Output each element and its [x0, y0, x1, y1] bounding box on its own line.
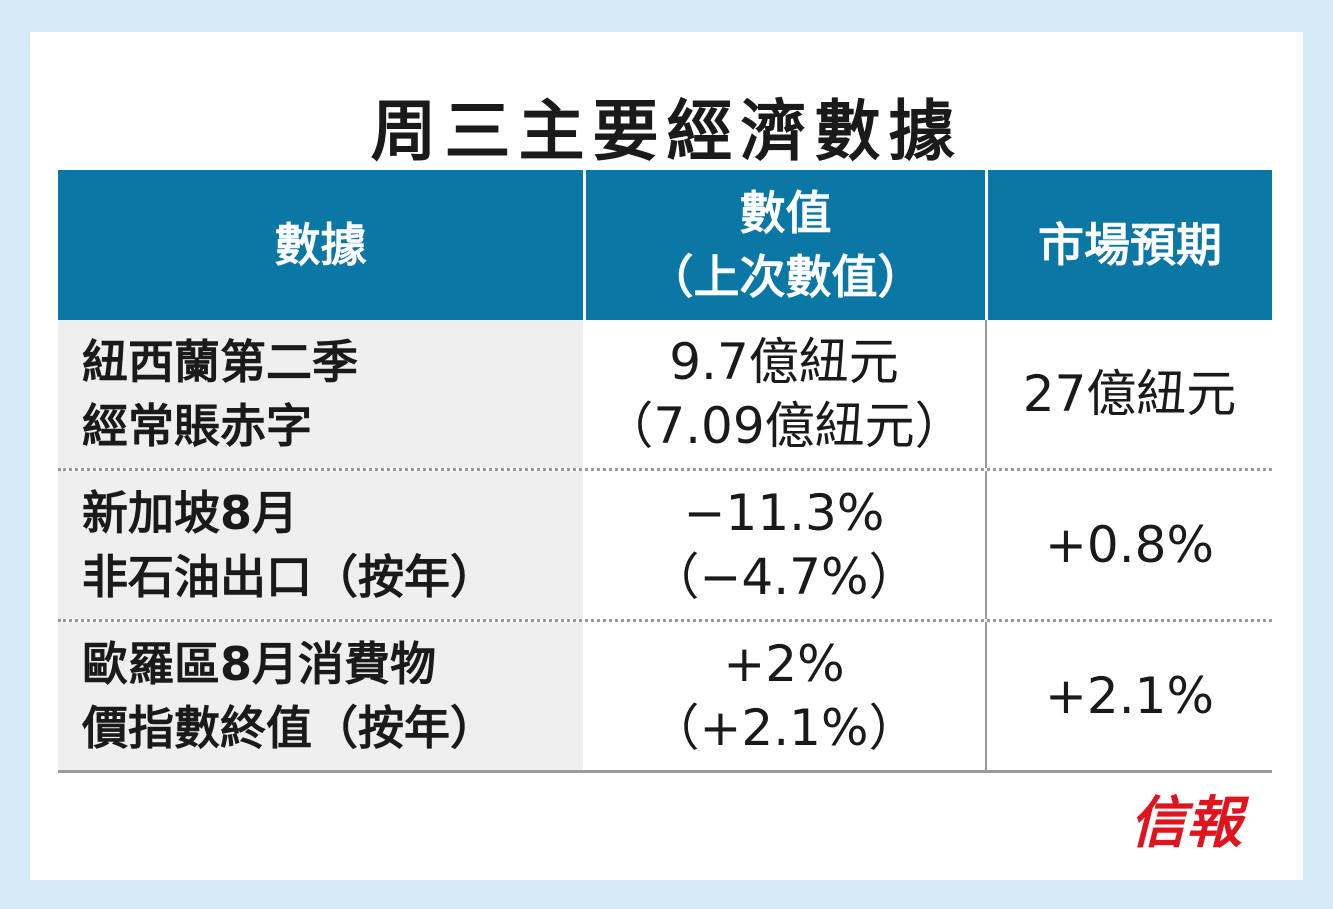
table-cell: +2.1%: [985, 622, 1272, 770]
cell-text: 紐西蘭第二季: [82, 335, 358, 389]
cell-text: 27億紐元: [1022, 365, 1237, 423]
table-cell: −11.3% （−4.7%）: [583, 471, 985, 619]
table-cell: 27億紐元: [985, 320, 1272, 468]
table-cell: 數值 （上次數值）: [583, 170, 985, 320]
cell-text: 市場預期: [1038, 218, 1222, 272]
table-cell: 9.7億紐元 （7.09億紐元）: [583, 320, 985, 468]
table-cell: 新加坡8月非石油出口（按年）: [58, 471, 583, 619]
cell-text: （+2.1%）: [649, 699, 919, 757]
table-cell: 市場預期: [985, 170, 1272, 320]
header-row: 數據 數值 （上次數值） 市場預期: [58, 170, 1272, 320]
table-cell: 紐西蘭第二季 經常賬赤字: [58, 320, 583, 468]
table-cell: 數據: [58, 170, 583, 320]
cell-text: 歐羅區8月消費物: [82, 637, 437, 691]
table-cell: +2% （+2.1%）: [583, 622, 985, 770]
cell-text: （上次數值）: [647, 250, 924, 304]
cell-text: +0.8%: [1045, 516, 1214, 574]
title: 周三主要經濟數據: [370, 93, 963, 170]
table-row: 歐羅區8月消費物價指數終值（按年） +2% （+2.1%） +2.1%: [58, 622, 1272, 773]
cell-text: （−4.7%）: [649, 548, 919, 606]
cell-text: 價指數終值（按年）: [82, 701, 496, 755]
data-table: 數據 數值 （上次數值） 市場預期紐西蘭第二季 經常賬赤字 9.7億紐元 （7.09億紐元）…: [58, 170, 1272, 773]
table-row: 紐西蘭第二季 經常賬赤字 9.7億紐元 （7.09億紐元） 27億紐元: [58, 320, 1272, 471]
table-cell: +0.8%: [985, 471, 1272, 619]
cell-text: +2.1%: [1045, 667, 1214, 725]
cell-text: 數值: [739, 186, 832, 240]
table-row: 新加坡8月非石油出口（按年） −11.3% （−4.7%） +0.8%: [58, 471, 1272, 622]
cell-text: 9.7億紐元: [669, 333, 899, 391]
cell-text: （7.09億紐元）: [603, 397, 965, 455]
cell-text: 非石油出口（按年）: [82, 550, 496, 604]
cell-text: 新加坡8月: [82, 486, 299, 540]
cell-text: +2%: [723, 635, 845, 693]
cell-text: 經常賬赤字: [82, 399, 312, 453]
cell-text: 數據: [274, 218, 367, 272]
cell-text: −11.3%: [683, 484, 885, 542]
logo: 信報: [1130, 790, 1242, 856]
table-cell: 歐羅區8月消費物價指數終值（按年）: [58, 622, 583, 770]
